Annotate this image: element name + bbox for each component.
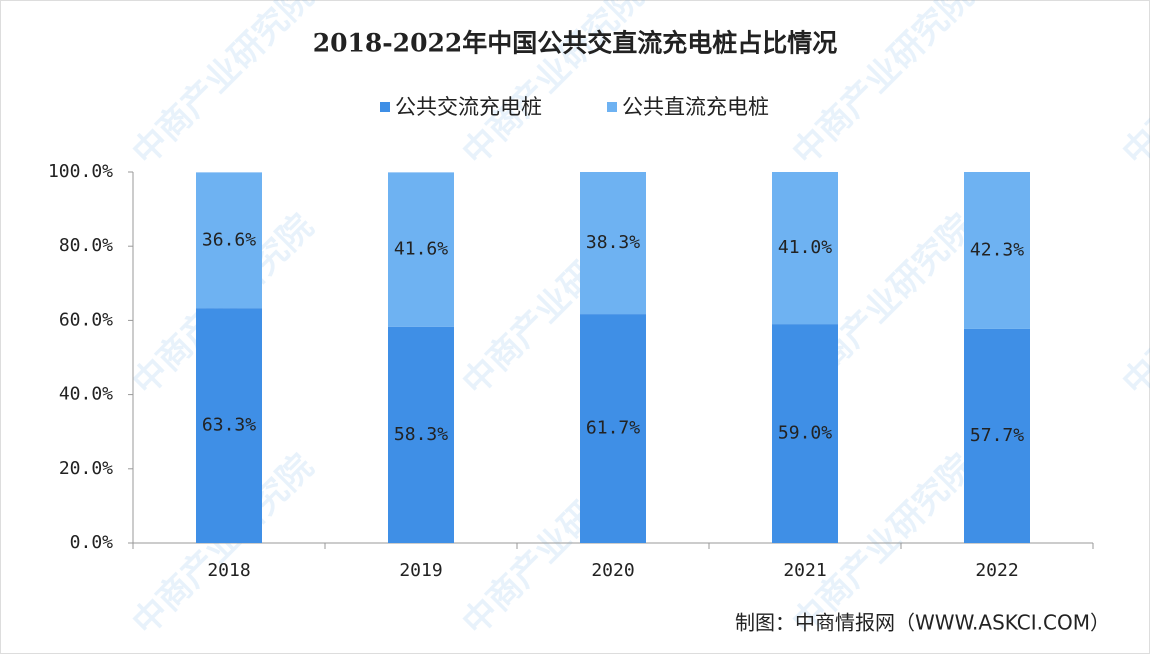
y-tick-label: 60.0% [59, 309, 113, 330]
bar-segment [964, 172, 1030, 329]
bar-segment [196, 308, 262, 543]
y-tick-label: 80.0% [59, 235, 113, 256]
bar-segment [772, 324, 838, 543]
legend-swatch [380, 102, 390, 112]
bar-segment [580, 314, 646, 543]
bar-segment [964, 328, 1030, 543]
x-tick-label: 2022 [975, 560, 1018, 581]
x-tick-label: 2019 [399, 560, 442, 581]
bar-segment [772, 172, 838, 325]
y-tick-label: 20.0% [59, 458, 113, 479]
chart-title: 2018-2022年中国公共交直流充电桩占比情况 [313, 29, 838, 58]
value-label: 57.7% [970, 425, 1024, 446]
value-label: 38.3% [586, 232, 640, 253]
legend-label: 公共交流充电桩 [395, 95, 542, 119]
bar-segment [388, 326, 454, 543]
value-label: 58.3% [394, 424, 448, 445]
x-tick-label: 2018 [207, 560, 250, 581]
y-tick-label: 0.0% [70, 532, 114, 553]
legend-swatch [607, 102, 617, 112]
y-tick-label: 40.0% [59, 384, 113, 405]
value-label: 59.0% [778, 423, 832, 444]
y-tick-label: 100.0% [48, 161, 113, 182]
value-label: 41.6% [394, 239, 448, 260]
value-label: 63.3% [202, 415, 256, 436]
legend-label: 公共直流充电桩 [622, 95, 769, 119]
value-label: 36.6% [202, 229, 256, 250]
value-label: 61.7% [586, 418, 640, 439]
source: 制图：中商情报网（WWW.ASKCI.COM） [735, 611, 1110, 635]
x-tick-label: 2020 [591, 560, 634, 581]
value-label: 42.3% [970, 239, 1024, 260]
bar-segment [388, 172, 454, 327]
bar-segment [580, 172, 646, 315]
x-tick-label: 2021 [783, 560, 826, 581]
value-label: 41.0% [778, 237, 832, 258]
bar-segment [196, 172, 262, 309]
